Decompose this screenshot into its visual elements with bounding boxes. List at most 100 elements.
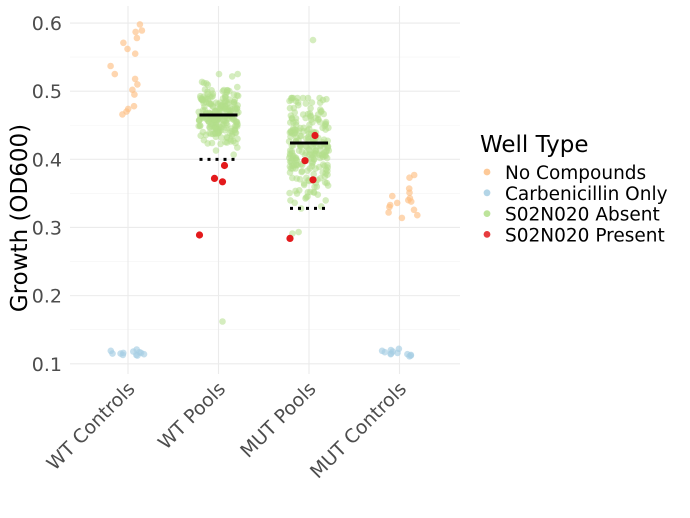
point-no-compounds [131,75,139,83]
point-s02n020-absent [310,156,318,163]
point-s02n020-absent [307,105,314,112]
point-s02n020-absent [312,150,320,158]
point-s02n020-absent [293,134,300,141]
point-s02n020-absent [304,133,312,141]
point-s02n020-absent [234,83,241,91]
point-no-compounds [124,45,131,53]
point-no-compounds [130,102,138,110]
point-s02n020-absent [308,99,316,106]
point-s02n020-absent [293,156,301,164]
point-s02n020-absent [223,139,231,146]
point-s02n020-absent [297,205,305,212]
point-carbenicillin-only [134,352,141,359]
point-carbenicillin-only [119,351,127,359]
y-tick-label: 0.6 [32,13,62,35]
point-carbenicillin-only [387,350,395,358]
point-s02n020-present [311,131,319,140]
point-s02n020-absent [234,70,241,78]
point-s02n020-absent [324,161,331,169]
legend-label: No Compounds [505,163,646,184]
point-s02n020-absent [206,124,213,131]
point-s02n020-absent [290,104,298,112]
point-s02n020-absent [225,99,233,106]
x-tick-label: WT Controls [43,378,140,475]
legend-title: Well Type [480,132,588,158]
point-no-compounds [406,174,413,181]
x-tick-label: WT Pools [154,378,230,454]
point-carbenicillin-only [394,349,401,357]
point-s02n020-absent [214,130,221,137]
y-tick-label: 0.2 [32,286,62,308]
point-no-compounds [107,62,114,70]
point-s02n020-absent [223,121,231,129]
point-s02n020-absent [302,143,310,150]
legend-label: S02N020 Absent [505,205,660,226]
point-s02n020-absent [310,189,318,196]
point-s02n020-absent [298,167,306,175]
point-s02n020-absent [224,114,231,122]
point-carbenicillin-only [109,350,116,357]
point-no-compounds [385,209,392,216]
point-s02n020-absent [234,102,241,109]
y-tick-label: 0.4 [32,149,62,171]
grid-lines [70,6,460,374]
point-s02n020-absent [220,104,228,111]
point-s02n020-absent [286,189,293,197]
point-s02n020-absent [316,147,324,154]
point-s02n020-absent [233,122,240,129]
point-s02n020-absent [295,228,302,236]
point-carbenicillin-only [381,348,389,356]
point-s02n020-absent [306,121,313,129]
point-no-compounds [132,28,139,36]
point-s02n020-absent [314,111,322,118]
point-s02n020-absent [208,139,216,147]
point-s02n020-present [218,178,227,186]
point-s02n020-absent [288,114,296,122]
point-no-compounds [136,21,144,28]
point-s02n020-absent [306,148,314,156]
y-tick-label: 0.5 [32,81,62,103]
point-no-compounds [410,206,418,214]
point-s02n020-absent [292,187,299,195]
point-no-compounds [393,199,401,207]
point-no-compounds [138,27,146,34]
reference-lines [199,113,328,210]
point-s02n020-absent [299,111,307,118]
y-axis-ticks: 0.1 0.2 0.3 0.4 0.5 0.6 [32,13,62,376]
point-s02n020-absent [317,106,324,113]
point-s02n020-present [210,174,219,182]
legend-label: S02N020 Present [505,225,665,246]
point-s02n020-absent [323,179,331,187]
point-no-compounds [133,34,141,42]
point-s02n020-absent [228,73,236,80]
point-s02n020-absent [325,124,332,132]
point-carbenicillin-only [140,350,148,358]
point-s02n020-absent [204,117,212,124]
point-s02n020-absent [217,140,224,148]
point-s02n020-absent [209,92,216,100]
legend-swatch [483,189,491,197]
point-s02n020-absent [201,103,208,110]
point-s02n020-absent [293,175,301,182]
point-s02n020-absent [200,136,208,144]
y-tick-label: 0.3 [32,217,62,239]
point-s02n020-absent [291,199,299,207]
point-s02n020-absent [289,165,297,172]
y-axis-title: Growth (OD600) [7,124,33,312]
legend-swatch [483,168,491,176]
point-s02n020-absent [299,94,307,102]
point-no-compounds [131,50,139,57]
point-no-compounds [119,111,126,118]
point-s02n020-absent [304,167,311,174]
point-s02n020-absent [211,108,219,115]
point-no-compounds [131,91,138,98]
point-s02n020-absent [304,94,312,102]
legend-label: Carbenicillin Only [505,184,668,205]
point-no-compounds [407,198,415,205]
point-s02n020-present [220,161,229,170]
point-s02n020-absent [310,170,318,178]
legend-swatch [483,231,491,238]
